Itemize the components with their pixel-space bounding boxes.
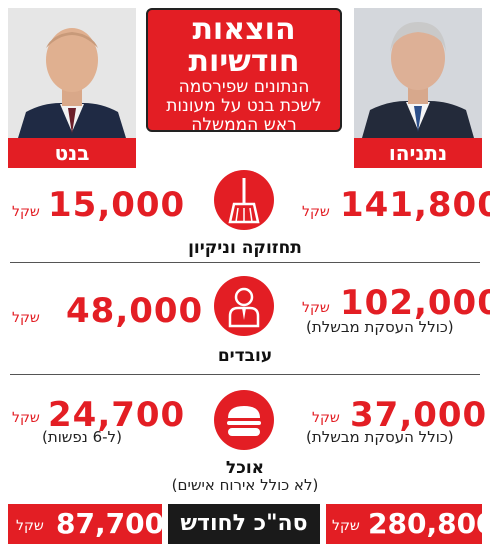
right-total-bar: 280,800 שקל — [326, 504, 490, 544]
right-value-food: 37,000 — [350, 395, 488, 435]
total-label-bar: סה"כ לחודש — [168, 504, 320, 544]
right-value-workers: 102,000 — [340, 283, 490, 323]
bennett-photo — [8, 8, 136, 138]
left-unit-maintenance: שקל — [12, 204, 40, 220]
right-unit-food: שקל — [312, 410, 340, 426]
right-note-food: (כולל העסקת מבשלת) — [306, 428, 454, 446]
left-total-value: 87,700 — [56, 507, 165, 540]
left-value-maintenance: 15,000 — [48, 185, 186, 225]
left-value-workers: 48,000 — [66, 291, 204, 331]
subtitle-line-1: הנתונים שפירסמה — [178, 77, 310, 97]
title-line-1: הוצאות — [192, 12, 296, 47]
divider-1 — [10, 262, 480, 263]
category-label-maintenance: תחזוקה וניקיון — [188, 238, 302, 258]
right-total-value: 280,800 — [368, 507, 490, 540]
burger-icon — [214, 390, 274, 450]
subtitle-line-2: לשכת בנט על מעונות — [166, 96, 322, 116]
title-line-2: חודשיות — [188, 44, 300, 79]
category-label-food: אוכל — [225, 458, 265, 478]
title-box: הוצאות חודשיות הנתונים שפירסמה לשכת בנט … — [146, 8, 342, 135]
left-unit-food: שקל — [12, 410, 40, 426]
bennett-name-bar: בנט — [8, 138, 136, 168]
left-unit-workers: שקל — [12, 310, 40, 326]
divider-2 — [10, 374, 480, 375]
subtitle-line-3: ראש הממשלה — [191, 115, 297, 135]
left-total-bar: 87,700 שקל — [8, 504, 165, 544]
broom-icon — [214, 170, 274, 230]
netanyahu-photo — [354, 8, 482, 138]
worker-icon — [214, 276, 274, 336]
category-label-workers: עובדים — [217, 346, 273, 366]
right-note-workers: (כולל העסקת מבשלת) — [306, 318, 454, 336]
netanyahu-name-bar: נתניהו — [354, 138, 482, 168]
right-unit-maintenance: שקל — [302, 204, 330, 220]
right-unit-workers: שקל — [302, 300, 330, 316]
left-total-unit: שקל — [16, 518, 44, 534]
left-note-food: (ל-6 נפשות) — [42, 428, 122, 446]
left-value-food: 24,700 — [48, 395, 186, 435]
category-sublabel-food: (לא כולל אירוח אישים) — [171, 476, 319, 494]
right-value-maintenance: 141,800 — [340, 185, 490, 225]
right-total-unit: שקל — [332, 518, 360, 534]
